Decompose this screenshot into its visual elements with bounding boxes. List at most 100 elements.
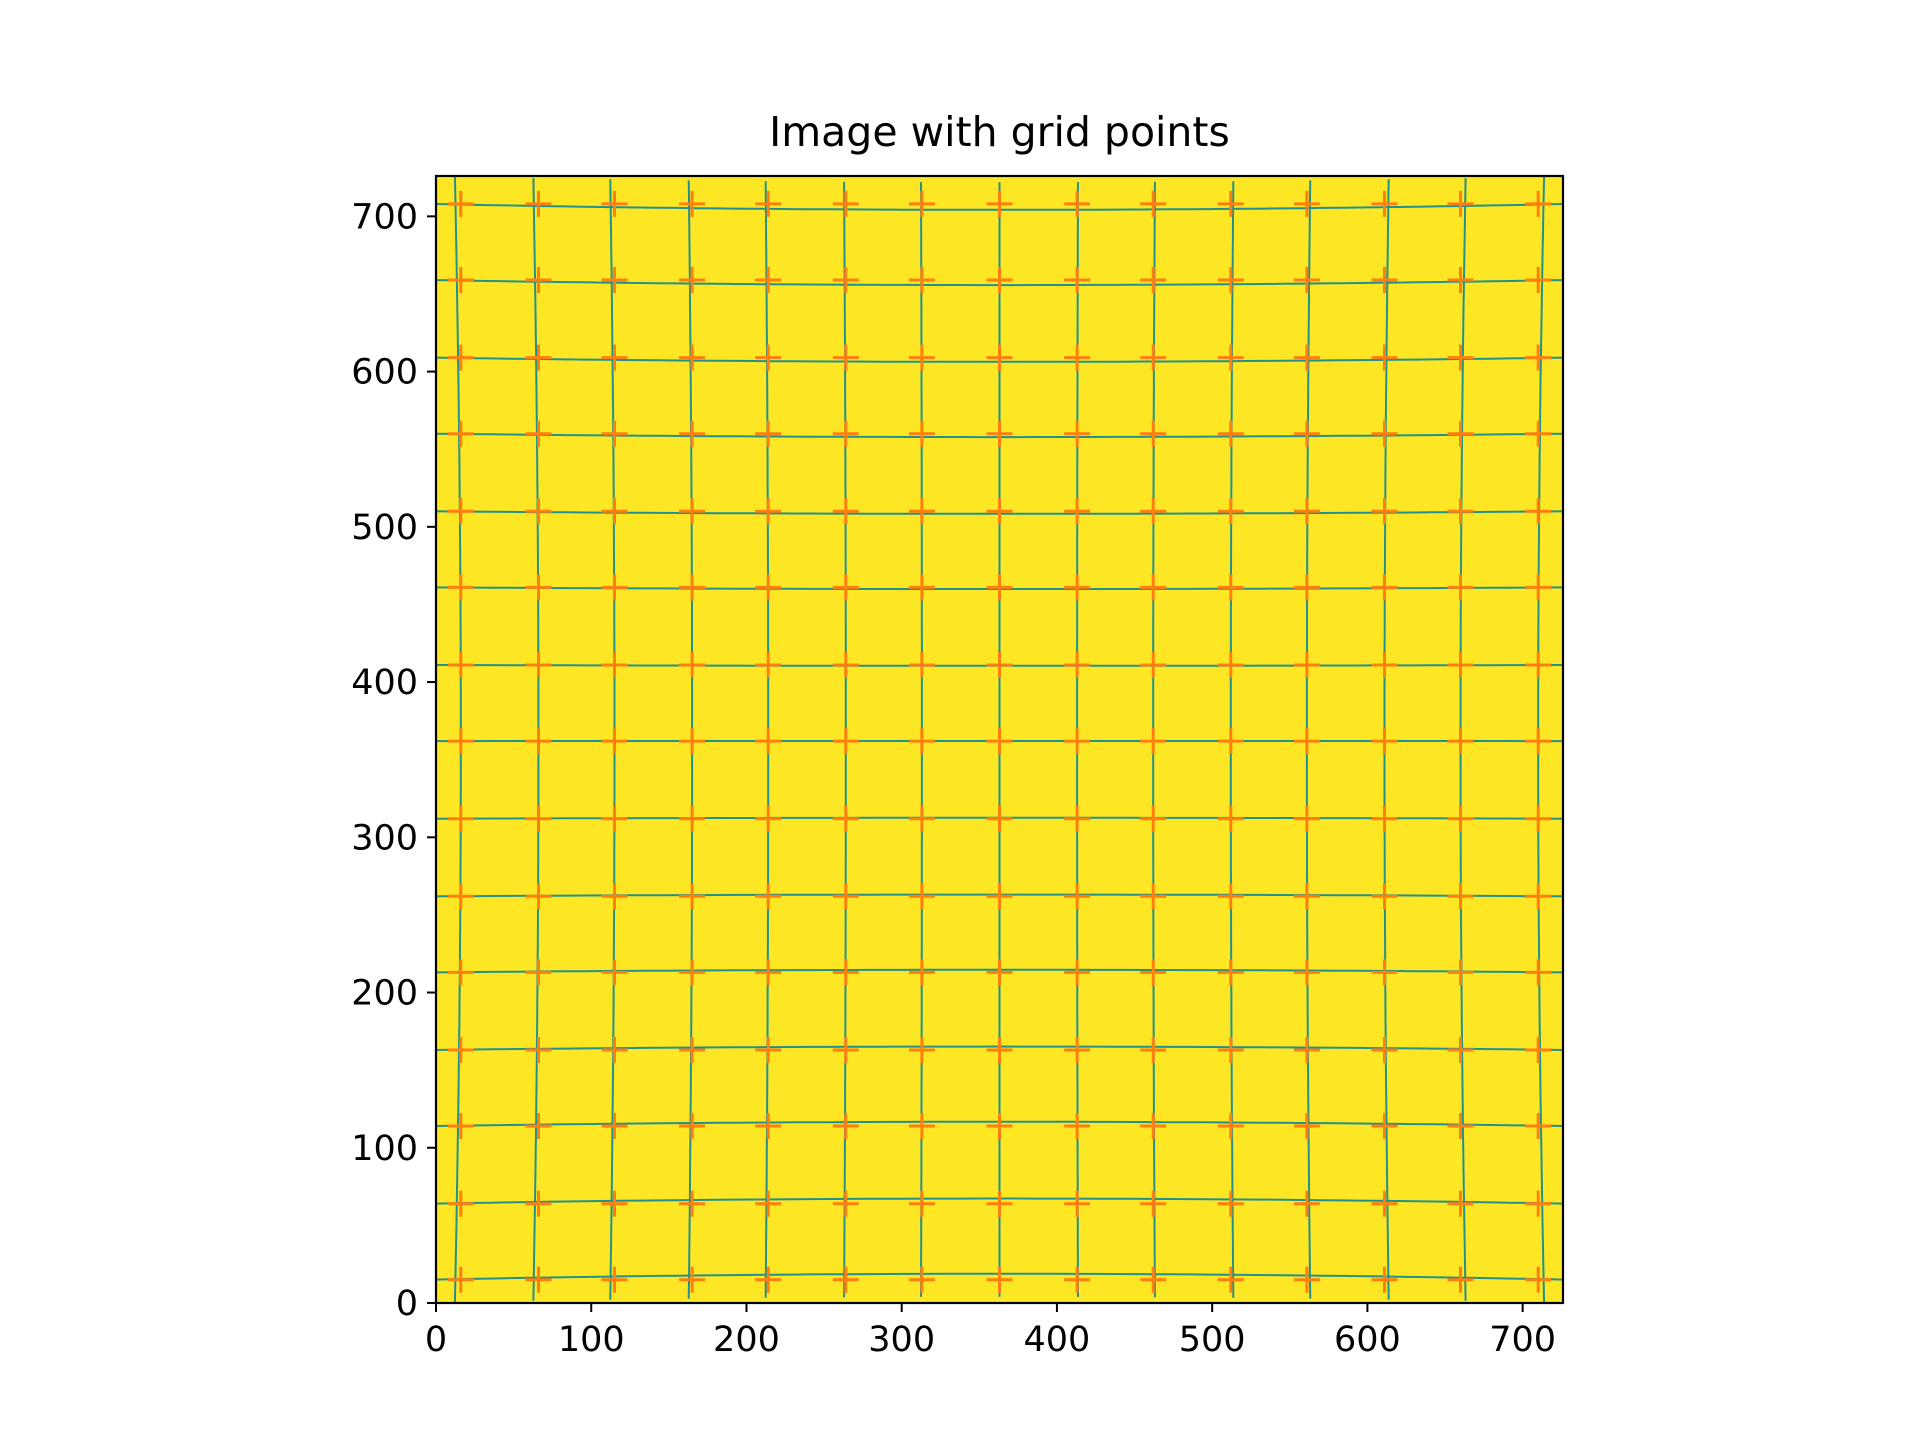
y-tick-label-3: 300	[351, 818, 418, 858]
grid-point-marker-r9-c11	[1293, 574, 1320, 601]
grid-point-marker-r4-c8	[1064, 959, 1091, 986]
grid-point-marker-r14-c14	[1525, 190, 1552, 217]
grid-point-marker-r14-c3	[679, 190, 706, 217]
grid-point-marker-r14-c0	[447, 190, 474, 217]
grid-point-marker-r10-c8	[1064, 498, 1091, 525]
grid-point-marker-r14-c13	[1447, 190, 1474, 217]
grid-point-marker-r2-c14	[1525, 1113, 1552, 1139]
grid-point-marker-r8-c0	[447, 652, 474, 678]
grid-point-marker-r3-c1	[525, 1037, 552, 1063]
grid-point-marker-r11-c0	[447, 420, 474, 447]
grid-point-marker-r0-c10	[1217, 1266, 1244, 1293]
grid-point-marker-r6-c13	[1447, 805, 1474, 832]
grid-point-marker-r6-c14	[1525, 805, 1552, 832]
grid-point-marker-r12-c11	[1293, 344, 1320, 371]
grid-point-marker-r11-c1	[525, 420, 552, 447]
grid-point-marker-r4-c3	[679, 959, 706, 986]
grid-point-marker-r9-c4	[755, 574, 782, 601]
grid-point-marker-r8-c11	[1293, 652, 1320, 678]
grid-point-marker-r12-c5	[832, 344, 859, 371]
grid-point-marker-r14-c11	[1293, 190, 1320, 217]
grid-point-marker-r6-c2	[601, 805, 628, 832]
grid-point-marker-r9-c7	[986, 574, 1013, 601]
grid-point-marker-r5-c6	[908, 883, 935, 910]
grid-point-marker-r1-c8	[1064, 1190, 1091, 1217]
grid-point-marker-r13-c1	[525, 267, 552, 293]
grid-point-marker-r10-c6	[908, 498, 935, 525]
grid-point-marker-r1-c3	[679, 1190, 706, 1217]
grid-point-marker-r12-c3	[679, 344, 706, 371]
grid-point-marker-r6-c4	[755, 805, 782, 832]
grid-point-marker-r14-c7	[986, 190, 1013, 217]
x-tick-label-2: 200	[713, 1320, 780, 1360]
grid-point-marker-r8-c3	[679, 652, 706, 678]
grid-point-marker-r10-c11	[1293, 498, 1320, 525]
grid-point-marker-r9-c9	[1140, 574, 1167, 601]
grid-point-marker-r0-c3	[679, 1266, 706, 1293]
y-tick-label-2: 200	[351, 974, 418, 1014]
grid-point-marker-r7-c13	[1447, 728, 1474, 755]
grid-point-marker-r4-c7	[986, 959, 1013, 986]
grid-point-marker-r11-c7	[986, 420, 1013, 447]
grid-point-marker-r9-c2	[601, 574, 628, 601]
grid-point-marker-r5-c5	[832, 883, 859, 910]
grid-point-marker-r13-c5	[832, 267, 859, 293]
grid-point-marker-r2-c6	[908, 1113, 935, 1139]
grid-point-marker-r9-c6	[908, 574, 935, 601]
grid-point-marker-r2-c2	[601, 1113, 628, 1139]
y-tick-label-5: 500	[351, 508, 418, 548]
grid-point-marker-r7-c3	[679, 728, 706, 755]
grid-point-marker-r11-c10	[1217, 420, 1244, 447]
grid-point-marker-r11-c5	[832, 420, 859, 447]
grid-point-marker-r5-c8	[1064, 883, 1091, 910]
grid-point-marker-r9-c0	[447, 574, 474, 601]
grid-point-marker-r8-c6	[908, 652, 935, 678]
grid-point-markers	[447, 190, 1552, 1293]
grid-point-marker-r7-c10	[1217, 728, 1244, 755]
grid-point-marker-r3-c3	[679, 1037, 706, 1063]
grid-point-marker-r7-c7	[986, 728, 1013, 755]
grid-point-marker-r1-c6	[908, 1190, 935, 1217]
grid-point-marker-r9-c3	[679, 574, 706, 601]
grid-point-marker-r8-c8	[1064, 652, 1091, 678]
grid-point-marker-r1-c13	[1447, 1190, 1474, 1217]
grid-point-marker-r10-c12	[1371, 498, 1398, 525]
grid-point-marker-r12-c7	[986, 344, 1013, 371]
grid-point-marker-r12-c12	[1371, 344, 1398, 371]
grid-point-marker-r8-c1	[525, 652, 552, 678]
grid-point-marker-r10-c2	[601, 498, 628, 525]
grid-point-marker-r4-c12	[1371, 959, 1398, 986]
grid-point-marker-r5-c12	[1371, 883, 1398, 910]
grid-point-marker-r6-c11	[1293, 805, 1320, 832]
grid-point-marker-r0-c2	[601, 1266, 628, 1293]
grid-point-marker-r13-c14	[1525, 267, 1552, 293]
grid-point-marker-r13-c13	[1447, 267, 1474, 293]
grid-point-marker-r5-c2	[601, 883, 628, 910]
grid-point-marker-r10-c1	[525, 498, 552, 525]
grid-point-marker-r0-c6	[908, 1266, 935, 1293]
x-tick-label-4: 400	[1024, 1320, 1091, 1360]
grid-point-marker-r2-c13	[1447, 1113, 1474, 1139]
grid-point-marker-r11-c8	[1064, 420, 1091, 447]
grid-point-marker-r14-c9	[1140, 190, 1167, 217]
grid-point-marker-r3-c12	[1371, 1037, 1398, 1063]
grid-point-marker-r2-c12	[1371, 1113, 1398, 1139]
grid-point-marker-r9-c1	[525, 574, 552, 601]
grid-point-marker-r10-c5	[832, 498, 859, 525]
grid-point-marker-r6-c5	[832, 805, 859, 832]
grid-point-marker-r5-c0	[447, 883, 474, 910]
grid-point-marker-r4-c4	[755, 959, 782, 986]
grid-point-marker-r13-c7	[986, 267, 1013, 293]
grid-point-marker-r0-c12	[1371, 1266, 1398, 1293]
grid-point-marker-r11-c12	[1371, 420, 1398, 447]
grid-point-marker-r5-c9	[1140, 883, 1167, 910]
grid-point-marker-r11-c11	[1293, 420, 1320, 447]
grid-point-marker-r9-c14	[1525, 574, 1552, 601]
grid-point-marker-r4-c10	[1217, 959, 1244, 986]
grid-point-marker-r13-c12	[1371, 267, 1398, 293]
grid-point-marker-r3-c11	[1293, 1037, 1320, 1063]
axis-ticks: 0 100 200 300 400 500 600 700 0 100 200 300 400 500 60…	[351, 197, 1556, 1360]
grid-point-marker-r9-c13	[1447, 574, 1474, 601]
grid-point-marker-r5-c11	[1293, 883, 1320, 910]
grid-point-marker-r6-c6	[908, 805, 935, 832]
